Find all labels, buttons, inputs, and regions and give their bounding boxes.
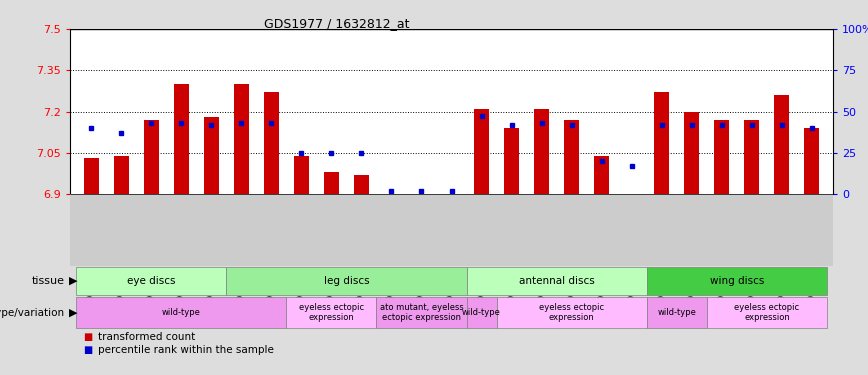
Bar [714,120,729,194]
Text: ■: ■ [83,345,92,355]
Bar [707,297,827,328]
Bar [774,95,789,194]
Text: tissue: tissue [32,276,65,286]
Bar [504,128,519,194]
Text: eyeless ectopic
expression: eyeless ectopic expression [299,303,364,322]
Text: wing discs: wing discs [710,276,764,286]
Bar [293,156,309,194]
Text: wild-type: wild-type [657,308,696,317]
Text: eyeless ectopic
expression: eyeless ectopic expression [539,303,604,322]
Bar [227,267,466,296]
Bar [204,117,219,194]
Text: wild-type: wild-type [462,308,501,317]
Bar [684,111,700,194]
Bar [76,267,227,296]
Text: ato mutant, eyeless
ectopic expression: ato mutant, eyeless ectopic expression [379,303,464,322]
Bar [466,297,496,328]
Bar [233,84,249,194]
Bar [377,297,466,328]
Text: genotype/variation: genotype/variation [0,308,65,318]
Bar [264,92,279,194]
Text: ▶: ▶ [69,276,77,286]
Bar [114,156,128,194]
Text: ▶: ▶ [69,308,77,318]
Text: transformed count: transformed count [98,332,195,342]
Bar [286,297,377,328]
Text: antennal discs: antennal discs [519,276,595,286]
Bar [647,267,827,296]
Bar [474,109,489,194]
Bar [324,172,339,194]
Bar [174,84,188,194]
Bar [595,156,609,194]
Bar [354,175,369,194]
Bar [564,120,579,194]
Bar [466,267,647,296]
Bar [805,128,819,194]
Bar [647,297,707,328]
Bar [83,158,99,194]
Text: leg discs: leg discs [324,276,369,286]
Bar [654,92,669,194]
Text: eye discs: eye discs [127,276,175,286]
Bar [496,297,647,328]
Text: eyeless ectopic
expression: eyeless ectopic expression [734,303,799,322]
Bar [745,120,760,194]
Text: GDS1977 / 1632812_at: GDS1977 / 1632812_at [264,17,410,30]
Text: percentile rank within the sample: percentile rank within the sample [98,345,273,355]
Bar [534,109,549,194]
Bar [76,297,286,328]
Bar [143,120,159,194]
Text: wild-type: wild-type [161,308,201,317]
Text: ■: ■ [83,332,92,342]
